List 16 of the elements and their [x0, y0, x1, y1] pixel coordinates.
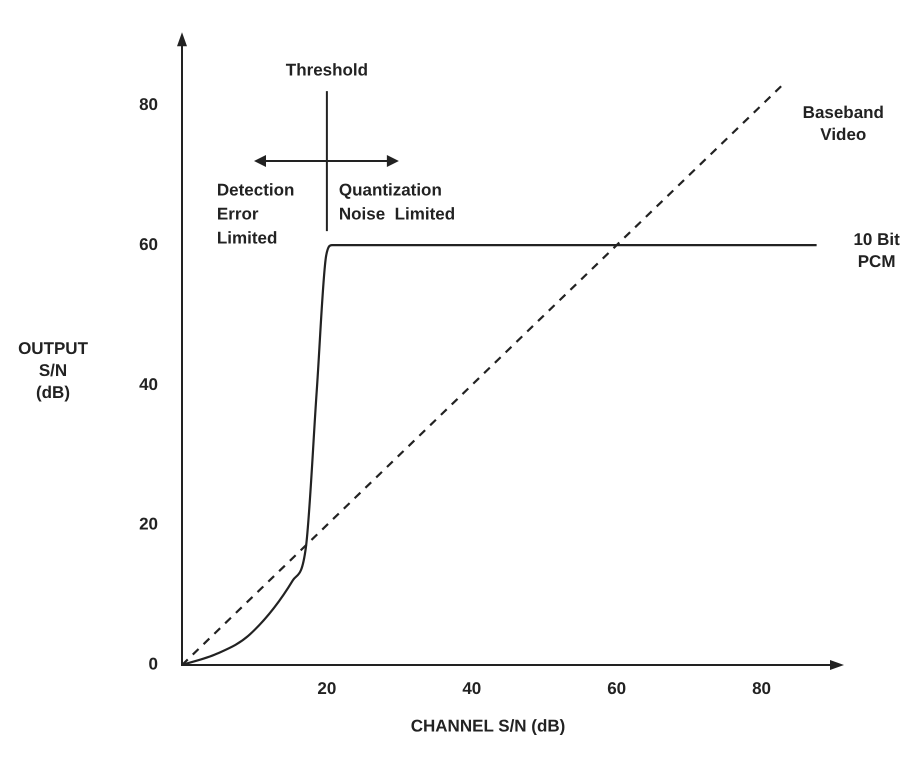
- y-tick-label: 20: [139, 514, 158, 534]
- series-label: Baseband Video: [802, 102, 884, 144]
- x-tick-label: 20: [317, 678, 336, 698]
- x-tick-label: 80: [752, 678, 772, 698]
- ref-line-label: Threshold: [286, 60, 368, 80]
- x-axis-title: CHANNEL S/N (dB): [410, 716, 566, 736]
- x-tick-label: 60: [607, 678, 626, 698]
- annotation: Detection Error Limited: [216, 180, 294, 248]
- y-tick-label: 0: [148, 654, 158, 674]
- y-axis-title: OUTPUT S/N (dB): [18, 338, 89, 402]
- y-tick-label: 80: [139, 94, 158, 114]
- annotation: Quantization Noise Limited: [338, 180, 456, 224]
- y-tick-label: 60: [139, 234, 158, 254]
- x-tick-label: 40: [462, 678, 482, 698]
- text: 10 Bit PCM: [853, 230, 900, 271]
- y-tick-label: 40: [139, 374, 158, 394]
